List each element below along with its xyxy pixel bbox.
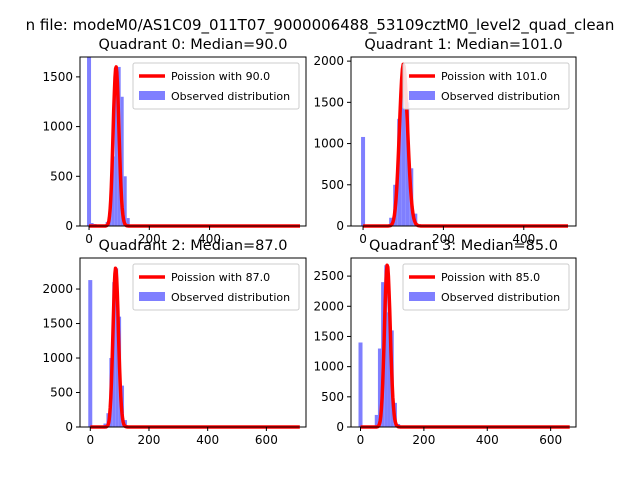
legend-box xyxy=(132,62,300,110)
zero-count-bar xyxy=(87,57,92,226)
legend-observed-label: Observed distribution xyxy=(171,90,290,103)
y-tick-label: 500 xyxy=(50,169,73,183)
axes-frame xyxy=(79,56,307,227)
quadrant-3-title: Quadrant 3: Median=85.0 xyxy=(369,238,558,254)
observed-bar xyxy=(114,86,118,226)
observed-bar xyxy=(401,73,406,226)
axes-frame xyxy=(350,257,577,428)
y-tick-label: 1000 xyxy=(313,137,344,151)
x-tick-label: 0 xyxy=(86,433,94,447)
y-tick-label: 2000 xyxy=(42,282,73,296)
y-tick-label: 2500 xyxy=(313,269,344,283)
y-tick-label: 500 xyxy=(321,178,344,192)
legend-observed-swatch xyxy=(409,292,435,301)
y-tick-label: 1500 xyxy=(313,329,344,343)
x-tick-label: 200 xyxy=(138,433,161,447)
x-tick-label: 400 xyxy=(198,232,221,246)
axes-frame xyxy=(79,257,307,428)
quadrant-2-panel: Quadrant 2: Median=87.0 0 200 400 600 0 500 100… xyxy=(42,238,307,447)
y-tick-label: 1500 xyxy=(42,317,73,331)
observed-bar xyxy=(374,414,378,427)
legend-box xyxy=(402,62,570,110)
legend-observed-swatch xyxy=(139,91,165,100)
observed-bar xyxy=(124,420,127,427)
y-tick-label: 2000 xyxy=(313,299,344,313)
observed-bar xyxy=(405,102,410,226)
y-tick-label: 500 xyxy=(321,390,344,404)
legend-observed-swatch xyxy=(409,91,435,100)
observed-bar xyxy=(120,96,124,226)
observed-bar xyxy=(126,218,130,226)
y-tick-label: 1000 xyxy=(313,360,344,374)
quadrant-3-panel: Quadrant 3: Median=85.0 0 200 400 600 0 500 100… xyxy=(313,238,577,447)
x-tick-label: 400 xyxy=(512,232,535,246)
legend-box xyxy=(402,263,570,311)
zero-count-bar xyxy=(361,136,366,226)
x-tick-label: 0 xyxy=(359,232,367,246)
axes-frame xyxy=(350,56,577,227)
x-tick-label: 400 xyxy=(476,433,499,447)
x-tick-label: 200 xyxy=(432,232,455,246)
legend-poisson-label: Poission with 87.0 xyxy=(171,271,270,284)
x-tick-label: 600 xyxy=(539,433,562,447)
figure-suptitle: n file: modeM0/AS1C09_011T07_9000006488_… xyxy=(26,16,615,35)
x-tick-label: 0 xyxy=(85,232,93,246)
observed-bar xyxy=(387,312,391,427)
x-tick-label: 0 xyxy=(357,433,365,447)
y-tick-label: 1500 xyxy=(42,70,73,84)
quadrant-1-title: Quadrant 1: Median=101.0 xyxy=(364,37,562,53)
legend-observed-swatch xyxy=(139,292,165,301)
observed-bar xyxy=(115,268,119,427)
legend-observed-label: Observed distribution xyxy=(441,90,560,103)
observed-bar xyxy=(377,348,382,427)
y-tick-label: 1000 xyxy=(42,120,73,134)
legend-poisson-label: Poission with 85.0 xyxy=(441,271,540,284)
y-tick-label: 500 xyxy=(50,386,73,400)
legend-poisson-label: Poission with 90.0 xyxy=(171,70,270,83)
y-tick-label: 0 xyxy=(65,219,73,233)
legend-observed-label: Observed distribution xyxy=(441,291,560,304)
x-tick-label: 600 xyxy=(255,433,278,447)
observed-bar xyxy=(384,265,388,427)
legend-observed-label: Observed distribution xyxy=(171,291,290,304)
zero-count-bar xyxy=(358,342,363,427)
observed-bar xyxy=(123,176,127,226)
quadrant-0-panel: Quadrant 0: Median=90.0 0 200 400 0 500 1000 15… xyxy=(42,37,307,246)
y-tick-label: 2000 xyxy=(313,54,344,68)
legend-poisson-label: Poission with 101.0 xyxy=(441,70,547,83)
y-tick-label: 0 xyxy=(65,420,73,434)
y-tick-label: 1500 xyxy=(313,95,344,109)
y-tick-label: 0 xyxy=(336,420,344,434)
zero-count-bar xyxy=(88,280,93,427)
quadrant-0-title: Quadrant 0: Median=90.0 xyxy=(99,37,288,53)
x-tick-label: 200 xyxy=(412,433,435,447)
legend-box xyxy=(132,263,300,311)
x-tick-label: 200 xyxy=(138,232,161,246)
x-tick-label: 400 xyxy=(196,433,219,447)
observed-bar xyxy=(111,156,115,226)
y-tick-label: 1000 xyxy=(42,351,73,365)
y-tick-label: 0 xyxy=(336,219,344,233)
quadrant-1-panel: Quadrant 1: Median=101.0 0 200 400 0 500 1000 1… xyxy=(313,37,577,246)
quadrant-2-title: Quadrant 2: Median=87.0 xyxy=(99,238,288,254)
